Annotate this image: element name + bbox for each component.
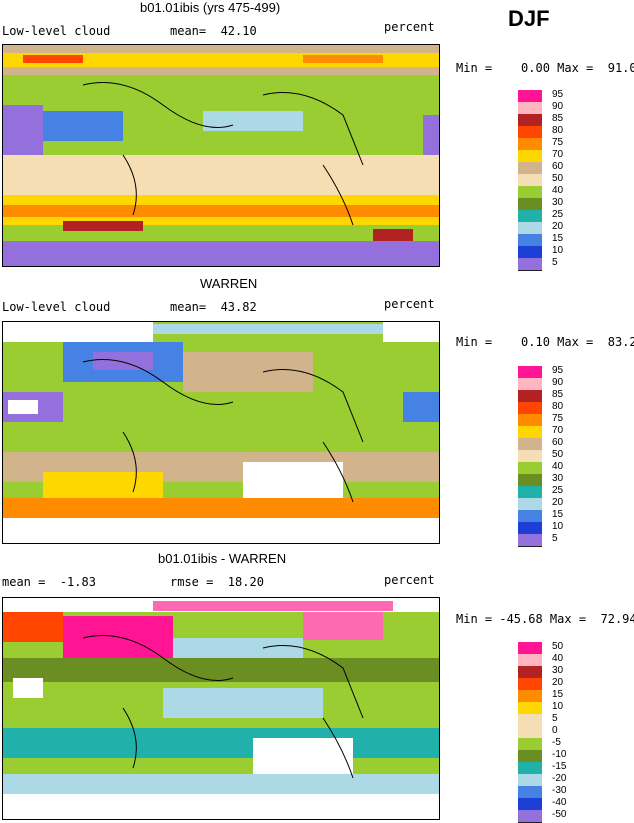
panel-2-legend: 95 90 85 80 75 70 60 50 40 30 25 20 15 1…	[518, 365, 608, 547]
season-label: DJF	[508, 6, 550, 31]
legend-label: 30	[552, 665, 564, 676]
legend-label: 30	[552, 473, 564, 484]
legend-label: 0	[552, 725, 558, 736]
legend-label: 5	[552, 257, 558, 268]
legend-label: 40	[552, 653, 564, 664]
legend-label: 50	[552, 641, 564, 652]
legend-label: 95	[552, 365, 564, 376]
legend-label: -30	[552, 785, 567, 796]
panel-1-legend: 95 90 85 80 75 70 60 50 40 30 25 20 15 1…	[518, 89, 608, 271]
legend-swatch	[518, 258, 542, 271]
legend-label: 85	[552, 113, 564, 124]
legend-label: 15	[552, 689, 564, 700]
panel-1-mean: mean= 42.10	[170, 24, 257, 38]
panel-2-field-label: Low-level cloud	[2, 300, 111, 314]
legend-label: 25	[552, 485, 564, 496]
legend-label: 60	[552, 161, 564, 172]
legend-swatch	[518, 810, 542, 823]
legend-label: 70	[552, 425, 564, 436]
panel-3-title: b01.01ibis - WARREN	[158, 551, 287, 566]
legend-label: -10	[552, 749, 567, 760]
legend-label: 10	[552, 245, 564, 256]
legend-label: 40	[552, 185, 564, 196]
panel-1-field-label: Low-level cloud	[2, 24, 111, 38]
legend-label: 80	[552, 401, 564, 412]
legend-label: 90	[552, 101, 564, 112]
legend-label: -5	[552, 737, 561, 748]
legend-label: -15	[552, 761, 567, 772]
legend-label: 20	[552, 221, 564, 232]
legend-label: -20	[552, 773, 567, 784]
legend-label: 30	[552, 197, 564, 208]
panel-2-units: percent	[384, 297, 435, 311]
panel-2-map-graphic	[3, 322, 439, 543]
panel-2-min-max: Min = 0.10 Max = 83.28	[456, 335, 634, 349]
legend-label: 5	[552, 533, 558, 544]
legend-label: 50	[552, 173, 564, 184]
legend-label: 50	[552, 449, 564, 460]
legend-label: 15	[552, 509, 564, 520]
panel-3-units: percent	[384, 573, 435, 587]
legend-label: 25	[552, 209, 564, 220]
panel-2-mean: mean= 43.82	[170, 300, 257, 314]
panel-3-map-graphic	[3, 598, 439, 819]
legend-label: 75	[552, 413, 564, 424]
panel-1-min-max: Min = 0.00 Max = 91.04	[456, 61, 634, 75]
legend-label: 10	[552, 701, 564, 712]
legend-label: 90	[552, 377, 564, 388]
legend-label: 95	[552, 89, 564, 100]
legend-label: 75	[552, 137, 564, 148]
panel-2-title: WARREN	[200, 276, 258, 291]
panel-1-map	[2, 44, 440, 267]
panel-3-mean: mean = -1.83	[2, 575, 96, 589]
panel-2-map	[2, 321, 440, 544]
legend-label: 15	[552, 233, 564, 244]
legend-label: 20	[552, 677, 564, 688]
legend-label: 20	[552, 497, 564, 508]
panel-3-min-max: Min = -45.68 Max = 72.94	[456, 612, 634, 626]
legend-label: 10	[552, 521, 564, 532]
legend-label: 85	[552, 389, 564, 400]
legend-label: -50	[552, 809, 567, 820]
panel-3-map	[2, 597, 440, 820]
panel-3-legend: 50 40 30 20 15 10 5 0 -5 -10 -15 -20 -30…	[518, 641, 608, 823]
panel-3-rmse: rmse = 18.20	[170, 575, 264, 589]
legend-label: 40	[552, 461, 564, 472]
legend-label: -40	[552, 797, 567, 808]
panel-1-title: b01.01ibis (yrs 475-499)	[140, 0, 281, 15]
legend-label: 60	[552, 437, 564, 448]
legend-label: 80	[552, 125, 564, 136]
legend-swatch	[518, 534, 542, 547]
legend-label: 5	[552, 713, 558, 724]
panel-1-units: percent	[384, 20, 435, 34]
legend-label: 70	[552, 149, 564, 160]
panel-1-map-graphic	[3, 45, 439, 266]
